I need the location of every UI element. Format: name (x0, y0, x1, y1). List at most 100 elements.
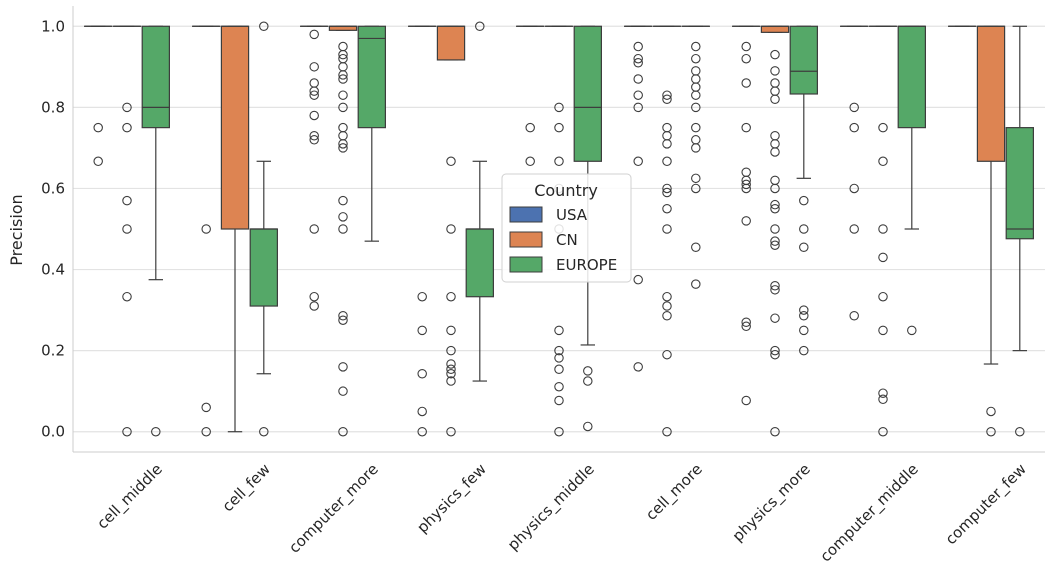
outlier-point (339, 196, 347, 204)
x-tick-label: computer_few (942, 460, 1031, 549)
box-europe-physics_few (466, 161, 493, 381)
outlier-point (555, 326, 563, 334)
box-iqr (221, 26, 248, 229)
outlier-point (526, 123, 534, 131)
outlier-point (742, 396, 750, 404)
outlier-point (663, 293, 671, 301)
y-tick-label: 0.2 (41, 342, 65, 360)
outlier-point (123, 123, 131, 131)
y-tick-label: 0.0 (41, 423, 65, 441)
outlier-point (692, 144, 700, 152)
outlier-point (663, 132, 671, 140)
outlier-point (879, 123, 887, 131)
outlier-point (742, 123, 750, 131)
outlier-point (339, 123, 347, 131)
y-tick-label: 0.6 (41, 179, 65, 197)
outlier-point (555, 157, 563, 165)
outlier-point (447, 225, 455, 233)
y-tick-label: 0.4 (41, 261, 65, 279)
outlier-point (339, 363, 347, 371)
outlier-point (742, 79, 750, 87)
outlier-point (771, 79, 779, 87)
box-iqr (329, 26, 356, 30)
outlier-point (771, 148, 779, 156)
legend-swatch-europe (510, 257, 542, 272)
box-cn-physics_more (761, 26, 788, 32)
outlier-point (555, 365, 563, 373)
legend-label: USA (556, 206, 588, 224)
outlier-point (634, 275, 642, 283)
y-tick-labels: 0.00.20.40.60.81.0 (41, 17, 65, 440)
outlier-point (850, 225, 858, 233)
box-cn-computer_few (977, 26, 1004, 364)
x-tick-label: physics_few (413, 460, 490, 537)
x-tick-label: cell_few (219, 460, 275, 516)
outlier-point (800, 225, 808, 233)
box-europe-computer_more (358, 26, 385, 241)
outlier-point (742, 42, 750, 50)
outlier-point (692, 42, 700, 50)
outlier-point (692, 243, 700, 251)
outlier-point (339, 63, 347, 71)
outlier-point (339, 91, 347, 99)
outlier-point (447, 326, 455, 334)
outlier-point (771, 95, 779, 103)
x-tick-label: computer_middle (816, 460, 922, 566)
box-iqr (898, 26, 925, 127)
outlier-point (879, 395, 887, 403)
outlier-point (692, 280, 700, 288)
x-tick-label: cell_more (642, 460, 706, 524)
box-europe-computer_middle (898, 26, 925, 229)
box-iqr (790, 26, 817, 94)
outlier-point (850, 312, 858, 320)
outlier-point (771, 314, 779, 322)
outlier-point (771, 132, 779, 140)
outlier-point (584, 367, 592, 375)
outlier-point (800, 326, 808, 334)
outlier-point (663, 123, 671, 131)
legend-swatch-cn (510, 232, 542, 247)
outlier-point (310, 111, 318, 119)
outlier-point (663, 225, 671, 233)
box-iqr (358, 26, 385, 127)
outlier-point (310, 302, 318, 310)
outlier-point (418, 407, 426, 415)
box-cn-physics_few (437, 26, 464, 60)
box-iqr (1006, 128, 1033, 239)
outlier-point (692, 136, 700, 144)
legend-swatch-usa (510, 207, 542, 222)
outlier-point (310, 30, 318, 38)
box-europe-physics_more (790, 26, 817, 178)
box-iqr (977, 26, 1004, 161)
outlier-point (310, 63, 318, 71)
outlier-point (123, 293, 131, 301)
outlier-point (447, 157, 455, 165)
outlier-point (584, 422, 592, 430)
legend-label: EUROPE (556, 256, 617, 274)
box-europe-computer_few (1006, 26, 1033, 350)
outlier-point (634, 91, 642, 99)
x-tick-label: physics_more (729, 460, 815, 546)
outlier-point (663, 350, 671, 358)
outlier-point (339, 213, 347, 221)
outlier-point (692, 123, 700, 131)
outlier-point (987, 407, 995, 415)
box-cn-computer_more (329, 26, 356, 30)
outlier-point (800, 196, 808, 204)
outlier-point (771, 176, 779, 184)
outlier-point (850, 123, 858, 131)
outlier-point (202, 403, 210, 411)
outlier-point (663, 140, 671, 148)
box-cn-cell_few (221, 26, 248, 431)
box-iqr (466, 229, 493, 297)
outlier-point (742, 217, 750, 225)
outlier-point (584, 377, 592, 385)
outlier-point (310, 79, 318, 87)
outlier-point (771, 67, 779, 75)
outlier-point (555, 383, 563, 391)
y-tick-label: 1.0 (41, 17, 65, 35)
